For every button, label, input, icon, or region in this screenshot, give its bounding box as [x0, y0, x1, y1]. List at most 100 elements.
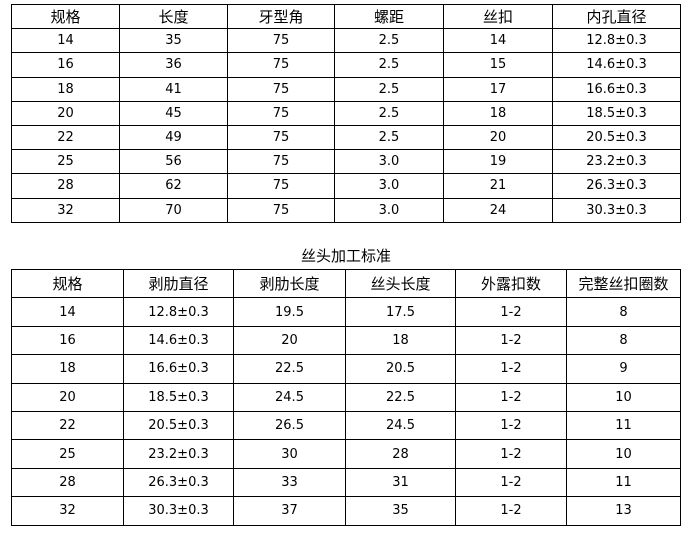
table-cell: 41	[119, 76, 228, 102]
header-row: 规格 剥肋直径 剥肋长度 丝头长度 外露扣数 完整丝扣圈数	[11, 268, 681, 299]
table-row: 16 36 75 2.5 15 14.6±0.3	[11, 52, 681, 78]
table-cell: 8	[566, 325, 681, 356]
table-cell: 25	[11, 149, 120, 175]
table-cell: 2.5	[334, 28, 444, 54]
table-cell: 30	[233, 439, 346, 469]
table-row: 32 30.3±0.3 37 35 1-2 13	[11, 496, 681, 526]
table-cell: 75	[227, 149, 335, 175]
table-row: 18 16.6±0.3 22.5 20.5 1-2 9	[11, 354, 681, 384]
table-cell: 75	[227, 52, 335, 78]
table-cell: 16.6±0.3	[123, 354, 234, 384]
table-cell: 45	[119, 100, 228, 126]
table-cell: 1-2	[455, 467, 567, 498]
table-cell: 56	[119, 149, 228, 175]
table-cell: 24	[443, 197, 553, 223]
table-row: 32 70 75 3.0 24 30.3±0.3	[11, 197, 681, 223]
table-cell: 14	[443, 28, 553, 54]
column-header: 规格	[11, 3, 120, 30]
thread-processing-table: 规格 剥肋直径 剥肋长度 丝头长度 外露扣数 完整丝扣圈数 14 12.8±0.3 19.5 1…	[11, 268, 681, 526]
table-cell: 22	[11, 410, 124, 441]
table-cell: 23.2±0.3	[552, 149, 681, 175]
table-cell: 23.2±0.3	[123, 439, 234, 469]
table-cell: 18	[345, 325, 456, 356]
table-cell: 12.8±0.3	[123, 297, 234, 327]
table-cell: 30.3±0.3	[552, 197, 681, 223]
table-cell: 3.0	[334, 149, 444, 175]
table-cell: 28	[345, 439, 456, 469]
table-cell: 12.8±0.3	[552, 28, 681, 54]
table-cell: 25	[11, 439, 124, 469]
table-cell: 33	[233, 467, 346, 498]
table-cell: 22.5	[345, 382, 456, 412]
table-cell: 10	[566, 439, 681, 469]
table-cell: 21	[443, 173, 553, 199]
table-cell: 32	[11, 197, 120, 223]
column-header: 螺距	[334, 3, 444, 30]
table-cell: 28	[11, 467, 124, 498]
table-cell: 31	[345, 467, 456, 498]
table-cell: 18	[443, 100, 553, 126]
table-cell: 26.3±0.3	[123, 467, 234, 498]
table-cell: 1-2	[455, 297, 567, 327]
table-cell: 1-2	[455, 382, 567, 412]
column-header: 完整丝扣圈数	[566, 268, 681, 299]
table-cell: 75	[227, 124, 335, 151]
table-row: 14 12.8±0.3 19.5 17.5 1-2 8	[11, 297, 681, 327]
table-cell: 24.5	[345, 410, 456, 441]
table-cell: 2.5	[334, 52, 444, 78]
table-cell: 22	[11, 124, 120, 151]
table-row: 25 23.2±0.3 30 28 1-2 10	[11, 439, 681, 469]
table-cell: 1-2	[455, 325, 567, 356]
table-cell: 16	[11, 325, 124, 356]
table-row: 25 56 75 3.0 19 23.2±0.3	[11, 149, 681, 175]
table-cell: 18.5±0.3	[123, 382, 234, 412]
table-cell: 22.5	[233, 354, 346, 384]
table-cell: 18.5±0.3	[552, 100, 681, 126]
table-row: 28 62 75 3.0 21 26.3±0.3	[11, 173, 681, 199]
table-cell: 20.5±0.3	[123, 410, 234, 441]
table-cell: 2.5	[334, 124, 444, 151]
table-title: 丝头加工标准	[300, 247, 391, 265]
table-cell: 20	[443, 124, 553, 151]
column-header: 规格	[11, 268, 124, 299]
table-cell: 10	[566, 382, 681, 412]
column-header: 外露扣数	[455, 268, 567, 299]
table-cell: 14	[11, 28, 120, 54]
table-row: 14 35 75 2.5 14 12.8±0.3	[11, 28, 681, 54]
table-cell: 75	[227, 197, 335, 223]
table-cell: 75	[227, 76, 335, 102]
table-cell: 3.0	[334, 173, 444, 199]
table-cell: 70	[119, 197, 228, 223]
table-cell: 32	[11, 496, 124, 526]
table-cell: 19.5	[233, 297, 346, 327]
table-row: 16 14.6±0.3 20 18 1-2 8	[11, 325, 681, 356]
table-cell: 16	[11, 52, 120, 78]
table-cell: 35	[345, 496, 456, 526]
table-cell: 37	[233, 496, 346, 526]
table-cell: 17.5	[345, 297, 456, 327]
table-cell: 18	[11, 76, 120, 102]
table-cell: 2.5	[334, 100, 444, 126]
table-cell: 2.5	[334, 76, 444, 102]
table-cell: 14.6±0.3	[552, 52, 681, 78]
table-cell: 14.6±0.3	[123, 325, 234, 356]
table-cell: 36	[119, 52, 228, 78]
table-cell: 26.5	[233, 410, 346, 441]
column-header: 丝头长度	[345, 268, 456, 299]
table-cell: 75	[227, 173, 335, 199]
table-cell: 28	[11, 173, 120, 199]
column-header: 内孔直径	[552, 3, 681, 30]
table-cell: 1-2	[455, 410, 567, 441]
table-cell: 18	[11, 354, 124, 384]
table-cell: 49	[119, 124, 228, 151]
table-cell: 8	[566, 297, 681, 327]
table-cell: 3.0	[334, 197, 444, 223]
table-cell: 11	[566, 467, 681, 498]
table-cell: 20	[11, 382, 124, 412]
table-row: 22 49 75 2.5 20 20.5±0.3	[11, 124, 681, 151]
table-row: 20 18.5±0.3 24.5 22.5 1-2 10	[11, 382, 681, 412]
table-cell: 1-2	[455, 496, 567, 526]
table-cell: 75	[227, 100, 335, 126]
table-cell: 1-2	[455, 354, 567, 384]
table-cell: 13	[566, 496, 681, 526]
